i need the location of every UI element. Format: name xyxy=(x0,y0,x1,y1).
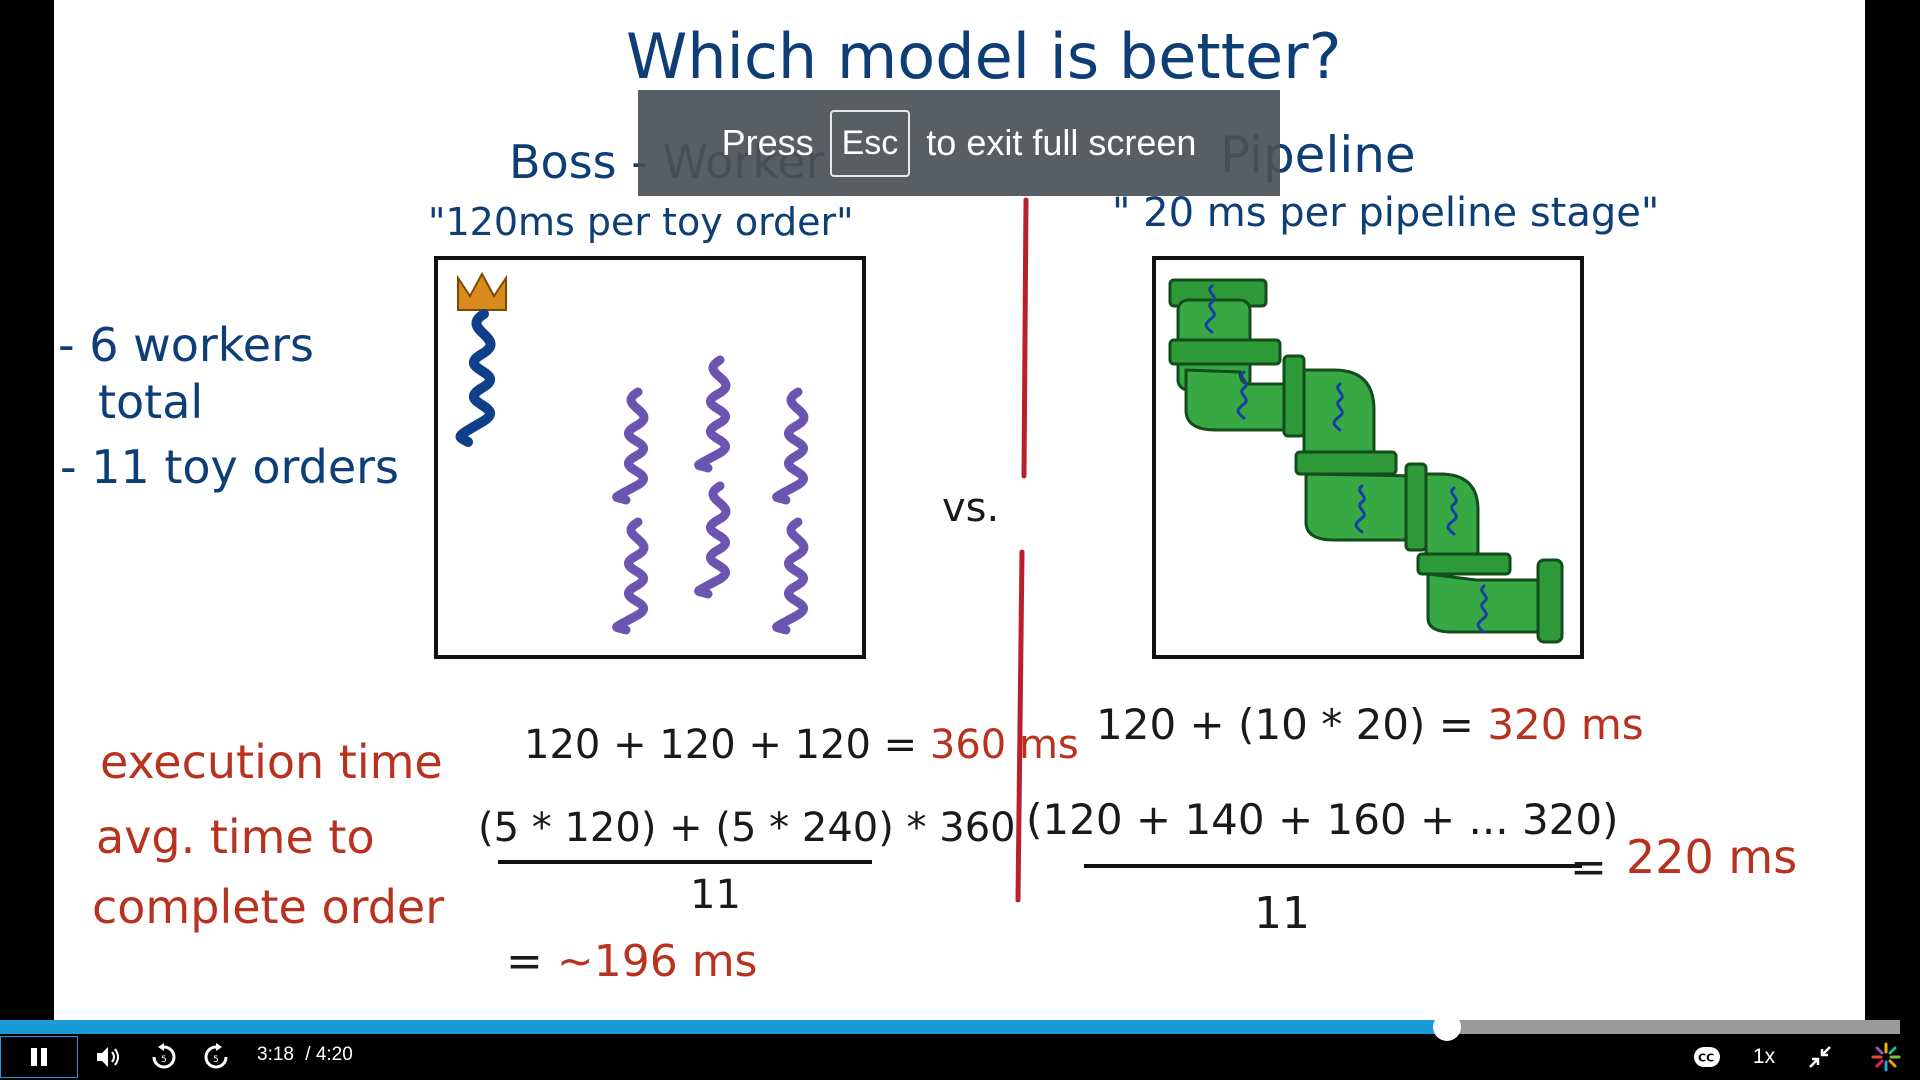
pipe-thread-icon xyxy=(1476,584,1488,634)
worker-thread-icon xyxy=(772,387,809,505)
execution-time-label: execution time xyxy=(100,735,443,789)
forward-icon: 5 xyxy=(204,1043,228,1069)
pipeline-drawing xyxy=(1168,278,1564,644)
divider-line xyxy=(1015,197,1029,903)
pipeline-fraction-bar xyxy=(1084,864,1582,868)
rewind-icon: 5 xyxy=(152,1043,176,1069)
fullscreen-toast: Press Esc to exit full screen xyxy=(638,90,1280,196)
pipe-thread-icon xyxy=(1332,382,1344,432)
pipe-stage xyxy=(1168,338,1282,366)
avg-time-label-line2: complete order xyxy=(92,880,445,934)
boss-thread-icon xyxy=(455,309,496,447)
svg-text:5: 5 xyxy=(161,1055,167,1065)
toast-press: Press xyxy=(721,122,814,163)
pipe-thread-icon xyxy=(1204,284,1216,334)
note-workers: - 6 workers xyxy=(58,318,314,372)
boss-worker-quote: "120ms per toy order" xyxy=(428,200,854,244)
pipe-thread-icon xyxy=(1354,484,1366,534)
pipe-stage xyxy=(1404,462,1428,552)
pipeline-avg-denominator: 11 xyxy=(1254,888,1310,939)
captions-button[interactable]: CC xyxy=(1690,1036,1724,1078)
worker-thread-icon xyxy=(612,517,649,635)
toast-message: to exit full screen xyxy=(926,122,1197,163)
pipe-thread-icon xyxy=(1446,486,1458,536)
crown-icon xyxy=(457,271,507,311)
avg-time-label-line1: avg. time to xyxy=(96,810,375,864)
pipe-stage xyxy=(1424,472,1480,562)
pipe-stage xyxy=(1294,450,1398,476)
boss-avg-denominator: 11 xyxy=(690,872,741,918)
pipe-stage xyxy=(1536,558,1564,644)
boss-avg-numerator: (5 * 120) + (5 * 240) * 360 xyxy=(478,805,1016,851)
boss-avg-result: ~196 ms xyxy=(556,936,758,987)
pipeline-exec-result: 320 ms xyxy=(1487,700,1644,749)
playback-speed: 1x xyxy=(1752,1045,1776,1068)
worker-thread-icon xyxy=(612,387,649,505)
pipe-stage xyxy=(1282,354,1306,438)
playback-speed-button[interactable]: 1x xyxy=(1746,1036,1782,1078)
pipeline-quote: " 20 ms per pipeline stage" xyxy=(1112,190,1660,236)
pipe-stage xyxy=(1416,552,1512,576)
boss-exec-result: 360 ms xyxy=(929,722,1079,768)
pause-button[interactable] xyxy=(0,1036,78,1078)
worker-thread-icon xyxy=(694,355,731,473)
pipe-stage xyxy=(1426,572,1550,634)
boss-worker-illustration xyxy=(434,256,866,659)
progress-bar[interactable] xyxy=(0,1013,1900,1041)
boss-worker-drawing xyxy=(455,271,809,635)
boss-avg-result-line: = ~196 ms xyxy=(506,936,757,987)
worker-thread-icon xyxy=(694,481,731,599)
brand-logo-icon xyxy=(1871,1042,1901,1072)
pipe-thread-icon xyxy=(1236,370,1248,420)
exit-fullscreen-icon xyxy=(1809,1046,1831,1068)
pipeline-avg-result: 220 ms xyxy=(1626,830,1798,884)
pipe-stage xyxy=(1184,368,1298,432)
boss-exec-expression: 120 + 120 + 120 = xyxy=(524,722,930,768)
boss-avg-eq: = xyxy=(506,936,557,987)
note-total: total xyxy=(98,375,204,429)
pipeline-exec-expression: 120 + (10 * 20) = xyxy=(1096,700,1488,749)
volume-button[interactable] xyxy=(88,1036,128,1078)
svg-text:CC: CC xyxy=(1698,1052,1714,1065)
forward-button[interactable]: 5 xyxy=(196,1036,236,1078)
volume-icon xyxy=(97,1047,119,1067)
current-time: 3:18 xyxy=(257,1044,294,1065)
captions-icon: CC xyxy=(1694,1047,1720,1067)
duration: / 4:20 xyxy=(305,1044,353,1065)
rewind-button[interactable]: 5 xyxy=(144,1036,184,1078)
vs-label: vs. xyxy=(942,485,1000,531)
pipeline-exec-calc: 120 + (10 * 20) = 320 ms xyxy=(1096,700,1644,749)
svg-text:5: 5 xyxy=(213,1055,219,1065)
boss-exec-calc: 120 + 120 + 120 = 360 ms xyxy=(524,722,1079,768)
time-display: 3:18 / 4:20 xyxy=(257,1044,359,1066)
board-title: Which model is better? xyxy=(626,20,1342,93)
esc-key-hint: Esc xyxy=(829,109,911,177)
pipeline-avg-numerator: (120 + 140 + 160 + ... 320) xyxy=(1026,795,1619,844)
pipeline-avg-eq: = xyxy=(1570,842,1607,893)
worker-thread-icon xyxy=(772,517,809,635)
pause-icon xyxy=(31,1048,47,1066)
boss-fraction-bar xyxy=(498,860,872,864)
note-toy-orders: - 11 toy orders xyxy=(60,440,400,494)
pipeline-illustration xyxy=(1152,256,1584,659)
progress-fill xyxy=(0,1020,1447,1034)
brand-logo[interactable] xyxy=(1866,1036,1906,1078)
progress-handle[interactable] xyxy=(1432,1013,1461,1041)
exit-fullscreen-button[interactable] xyxy=(1800,1036,1840,1078)
